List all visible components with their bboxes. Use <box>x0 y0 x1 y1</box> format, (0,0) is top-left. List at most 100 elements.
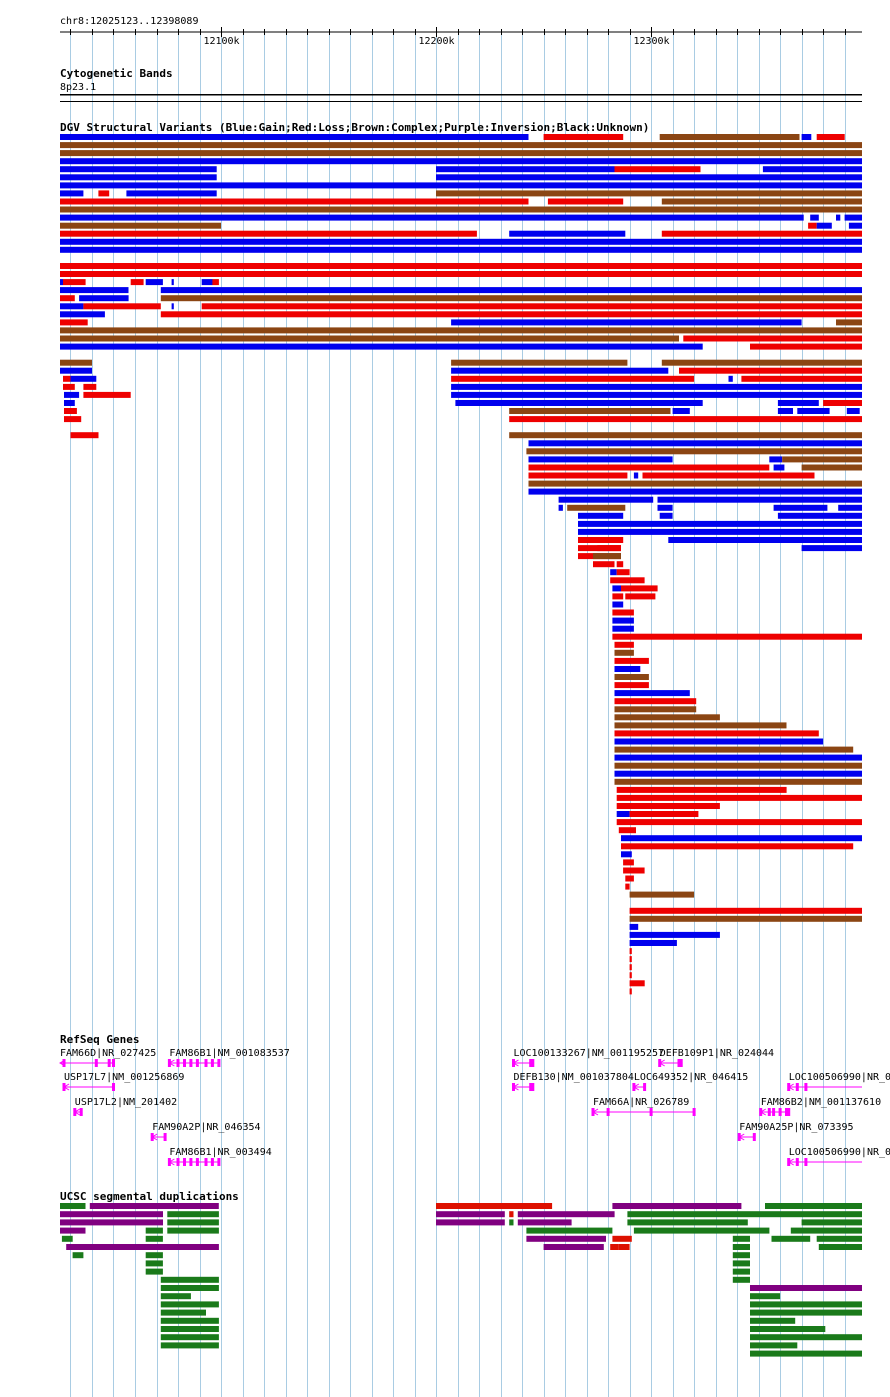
dgv-variant-gain[interactable] <box>79 295 129 302</box>
refseq-gene[interactable]: FAM66D|NR_027425 <box>59 1048 156 1067</box>
segdup-green[interactable] <box>816 1235 862 1242</box>
dgv-variant-gain[interactable] <box>160 287 863 294</box>
dgv-variant-loss[interactable] <box>509 416 862 423</box>
dgv-variant-gain[interactable] <box>621 851 632 858</box>
refseq-gene[interactable]: LOC100506990|NR_040092 <box>787 1072 890 1091</box>
dgv-track[interactable]: DGV Structural Variants (Blue:Gain;Red:L… <box>60 121 863 995</box>
refseq-gene[interactable]: FAM90A25P|NR_073395 <box>737 1122 854 1141</box>
dgv-variant-gain[interactable] <box>436 166 615 173</box>
dgv-variant-loss[interactable] <box>528 464 770 471</box>
dgv-variant-complex[interactable] <box>567 504 626 511</box>
dgv-variant-gain[interactable] <box>844 214 862 221</box>
dgv-variant-loss[interactable] <box>130 279 144 286</box>
dgv-variant-loss[interactable] <box>614 641 634 648</box>
dgv-variant-gain[interactable] <box>614 690 690 697</box>
dgv-variant-loss[interactable] <box>597 545 621 552</box>
position-ruler[interactable]: chr8:12025123..12398089 12100k 12200k 1230… <box>60 16 862 47</box>
dgv-variant-gain[interactable] <box>201 279 213 286</box>
dgv-variant-gain[interactable] <box>614 738 824 745</box>
segdup-red[interactable] <box>610 1244 619 1250</box>
dgv-variant-complex[interactable] <box>614 649 634 656</box>
segdup-purple[interactable] <box>526 1235 606 1242</box>
segdup-green[interactable] <box>750 1309 862 1316</box>
dgv-variant-gain[interactable] <box>769 456 783 463</box>
dgv-variant-gain[interactable] <box>60 190 84 197</box>
dgv-variant-gain[interactable] <box>657 504 673 511</box>
refseq-gene[interactable]: USP17L7|NM_001256869 <box>62 1072 185 1091</box>
dgv-variant-loss[interactable] <box>616 794 862 801</box>
dgv-variant-loss[interactable] <box>201 303 862 310</box>
segdup-purple[interactable] <box>436 1211 505 1218</box>
dgv-variant-loss[interactable] <box>60 198 529 205</box>
dgv-variant-loss[interactable] <box>614 730 819 737</box>
dgv-variant-loss[interactable] <box>823 400 862 406</box>
refseq-gene[interactable]: FAM86B1|NR_003494 <box>167 1147 272 1166</box>
dgv-variant-gain[interactable] <box>777 512 862 519</box>
dgv-variant-loss[interactable] <box>612 609 634 616</box>
dgv-variant-loss[interactable] <box>60 263 862 269</box>
segdup-purple[interactable] <box>543 1244 604 1250</box>
dgv-variant-complex[interactable] <box>60 222 221 229</box>
dgv-variant-gain[interactable] <box>60 279 63 286</box>
dgv-variant-loss[interactable] <box>625 883 630 890</box>
dgv-variant-gain[interactable] <box>629 940 677 946</box>
dgv-variant-gain[interactable] <box>451 367 669 374</box>
dgv-variant-loss[interactable] <box>64 416 82 423</box>
segdup-purple[interactable] <box>60 1227 86 1234</box>
dgv-variant-loss[interactable] <box>60 295 75 302</box>
segdup-green[interactable] <box>818 1244 862 1250</box>
dgv-variant-loss[interactable] <box>614 657 649 664</box>
dgv-variant-gain[interactable] <box>64 400 75 406</box>
dgv-variant-gain[interactable] <box>816 222 832 229</box>
segdup-red[interactable] <box>509 1211 514 1218</box>
dgv-variant-complex[interactable] <box>661 198 862 205</box>
dgv-variant-complex[interactable] <box>60 206 862 213</box>
dgv-variant-gain[interactable] <box>528 440 863 447</box>
dgv-variant-gain[interactable] <box>509 230 626 237</box>
dgv-variant-complex[interactable] <box>659 134 800 140</box>
dgv-variant-loss[interactable] <box>83 303 161 310</box>
segdup-red[interactable] <box>436 1203 553 1209</box>
dgv-variant-loss[interactable] <box>621 585 658 592</box>
dgv-variant-loss[interactable] <box>612 593 624 600</box>
segdup-purple[interactable] <box>60 1219 163 1226</box>
dgv-variant-gain[interactable] <box>558 504 563 511</box>
segdup-purple[interactable] <box>517 1219 572 1226</box>
dgv-variant-gain[interactable] <box>610 569 617 576</box>
dgv-variant-gain[interactable] <box>612 617 634 624</box>
segdup-green[interactable] <box>750 1326 826 1332</box>
dgv-variant-loss[interactable] <box>629 907 862 914</box>
dgv-variant-complex[interactable] <box>614 674 649 680</box>
segdup-green[interactable] <box>145 1260 163 1267</box>
segdup-purple[interactable] <box>66 1244 219 1250</box>
dgv-variant-complex[interactable] <box>801 464 862 471</box>
dgv-variant-loss[interactable] <box>160 311 863 318</box>
dgv-variant-loss[interactable] <box>618 827 636 834</box>
segdup-red[interactable] <box>612 1235 632 1242</box>
dgv-variant-loss[interactable] <box>60 271 862 277</box>
dgv-variant-loss[interactable] <box>70 432 99 439</box>
dgv-variant-loss[interactable] <box>616 786 787 793</box>
dgv-variant-complex[interactable] <box>436 190 862 197</box>
dgv-variant-gain[interactable] <box>578 528 862 535</box>
dgv-variant-gain[interactable] <box>64 391 80 398</box>
dgv-variant-complex[interactable] <box>614 714 720 721</box>
dgv-variant-gain[interactable] <box>846 408 860 414</box>
dgv-variant-loss[interactable] <box>616 569 630 576</box>
dgv-variant-gain[interactable] <box>60 303 84 310</box>
dgv-variant-gain[interactable] <box>60 343 703 350</box>
segdup-green[interactable] <box>145 1268 163 1275</box>
dgv-variant-loss[interactable] <box>63 279 86 286</box>
dgv-variant-gain[interactable] <box>836 214 841 221</box>
dgv-variant-gain[interactable] <box>657 496 863 503</box>
refseq-gene[interactable]: LOC649352|NR_046415 <box>632 1072 748 1091</box>
dgv-variant-gain[interactable] <box>629 931 720 938</box>
dgv-variant-gain[interactable] <box>728 375 733 382</box>
dgv-variant-gain[interactable] <box>436 174 862 181</box>
segdup-green[interactable] <box>160 1309 206 1316</box>
dgv-variant-complex[interactable] <box>629 915 862 922</box>
dgv-variant-loss[interactable] <box>612 633 862 640</box>
segdup-purple[interactable] <box>436 1219 505 1226</box>
dgv-variant-complex[interactable] <box>528 480 863 487</box>
dgv-variant-loss[interactable] <box>83 383 97 390</box>
